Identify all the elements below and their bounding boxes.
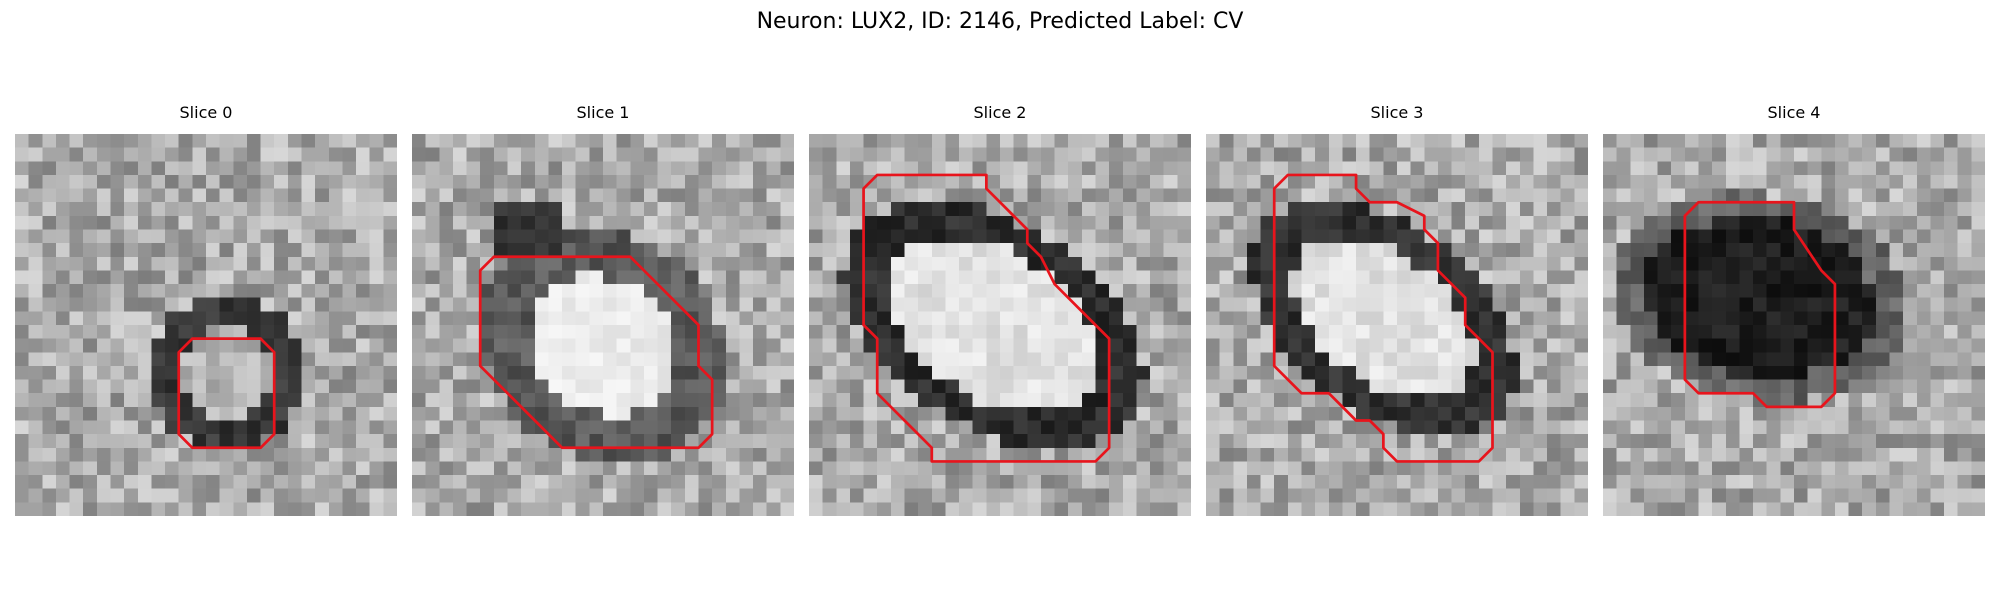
panel-title: Slice 3 [1370,103,1424,122]
panel-slice-1: Slice 1 [412,103,794,516]
contour-outline [177,337,276,450]
slice-image [809,134,1191,516]
contour-outline [862,173,1111,463]
panel-title: Slice 2 [973,103,1027,122]
contour-outline [1272,173,1494,463]
panel-slice-4: Slice 4 [1603,103,1985,516]
slice-image [15,134,397,516]
panel-slice-2: Slice 2 [809,103,1191,516]
slice-image [412,134,794,516]
slice-image [1603,134,1985,516]
panel-title: Slice 0 [179,103,233,122]
contour-outline [1683,200,1837,409]
contour-outline [478,255,714,450]
panel-slice-3: Slice 3 [1206,103,1588,516]
panel-slice-0: Slice 0 [15,103,397,516]
figure-title: Neuron: LUX2, ID: 2146, Predicted Label:… [756,9,1244,34]
slice-image [1206,134,1588,516]
panel-title: Slice 1 [576,103,630,122]
panel-title: Slice 4 [1767,103,1821,122]
